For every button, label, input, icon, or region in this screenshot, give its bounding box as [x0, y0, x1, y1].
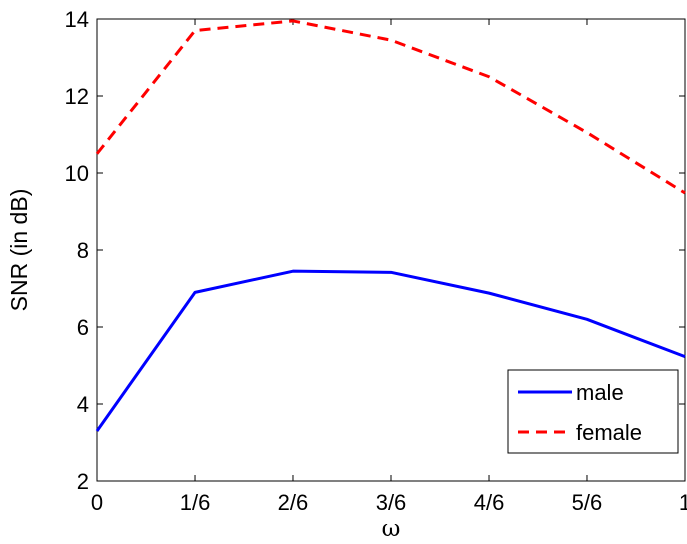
- y-tick-label: 12: [65, 84, 89, 109]
- legend-label-female: female: [576, 420, 642, 445]
- y-tick-label: 2: [77, 469, 89, 494]
- legend: male female: [508, 370, 678, 453]
- x-tick-label: 4/6: [474, 490, 505, 515]
- y-tick-label: 8: [77, 238, 89, 263]
- y-tick-label: 10: [65, 161, 89, 186]
- x-axis-label: ω: [382, 516, 401, 542]
- y-axis-label: SNR (in dB): [6, 189, 32, 312]
- x-tick-label: 0: [91, 490, 103, 515]
- y-tick-label: 4: [77, 392, 89, 417]
- y-tick-label: 6: [77, 315, 89, 340]
- x-tick-label: 5/6: [572, 490, 603, 515]
- x-tick-label: 2/6: [278, 490, 309, 515]
- x-tick-label: 1: [679, 490, 687, 515]
- y-tick-label: 14: [65, 7, 89, 32]
- x-tick-label: 3/6: [376, 490, 407, 515]
- legend-label-male: male: [576, 380, 624, 405]
- x-tick-label: 1/6: [180, 490, 211, 515]
